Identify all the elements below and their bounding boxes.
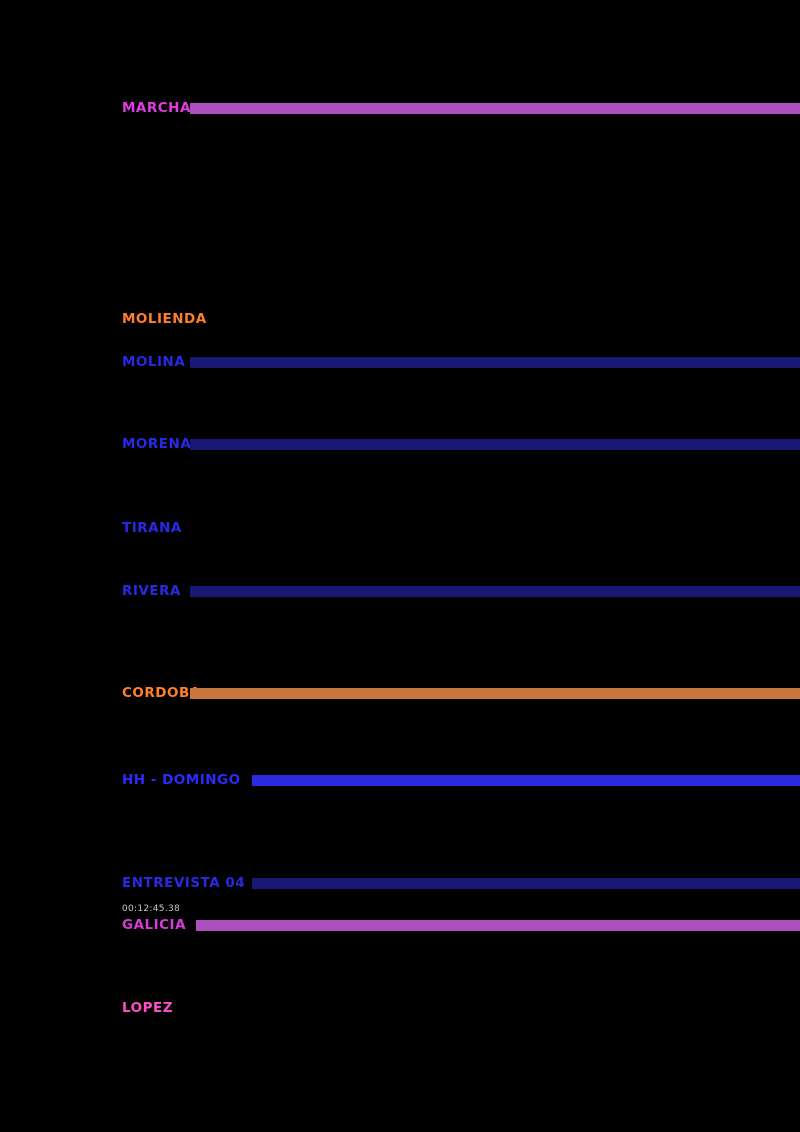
row-bar (190, 103, 800, 114)
row-label: MORENA (122, 436, 192, 452)
timeline-row[interactable]: RIVERA (0, 583, 800, 601)
row-label: ENTREVISTA 04 (122, 875, 246, 891)
row-bar (190, 586, 800, 597)
timeline-row[interactable]: MARCHA (0, 100, 800, 118)
timeline-row[interactable]: HH - DOMINGO (0, 772, 800, 790)
row-label: GALICIA (122, 917, 187, 933)
row-label: LOPEZ (122, 1000, 174, 1016)
timeline-row[interactable]: LOPEZ (0, 1000, 800, 1018)
row-bar (190, 439, 800, 450)
timeline-row[interactable]: MOLINA (0, 354, 800, 372)
row-label: MOLIENDA (122, 311, 207, 327)
timeline-row[interactable]: CORDOBA (0, 685, 800, 703)
timeline-row[interactable]: MORENA (0, 436, 800, 454)
row-label: CORDOBA (122, 685, 201, 701)
row-bar (196, 920, 800, 931)
row-label: MOLINA (122, 354, 186, 370)
timeline-row[interactable]: MOLIENDA (0, 311, 800, 329)
row-bar (252, 878, 800, 889)
row-timestamp: 00:12:45.38 (122, 904, 181, 914)
row-label: TIRANA (122, 520, 182, 536)
row-label: HH - DOMINGO (122, 772, 241, 788)
timeline-row[interactable]: TIRANA (0, 520, 800, 538)
row-bar (190, 688, 800, 699)
timeline-row[interactable]: ENTREVISTA 04 (0, 875, 800, 893)
row-bar (190, 357, 800, 368)
row-bar (252, 775, 800, 786)
row-label: RIVERA (122, 583, 181, 599)
row-label: MARCHA (122, 100, 191, 116)
timeline-row[interactable]: 00:12:45.38 GALICIA (0, 904, 800, 935)
